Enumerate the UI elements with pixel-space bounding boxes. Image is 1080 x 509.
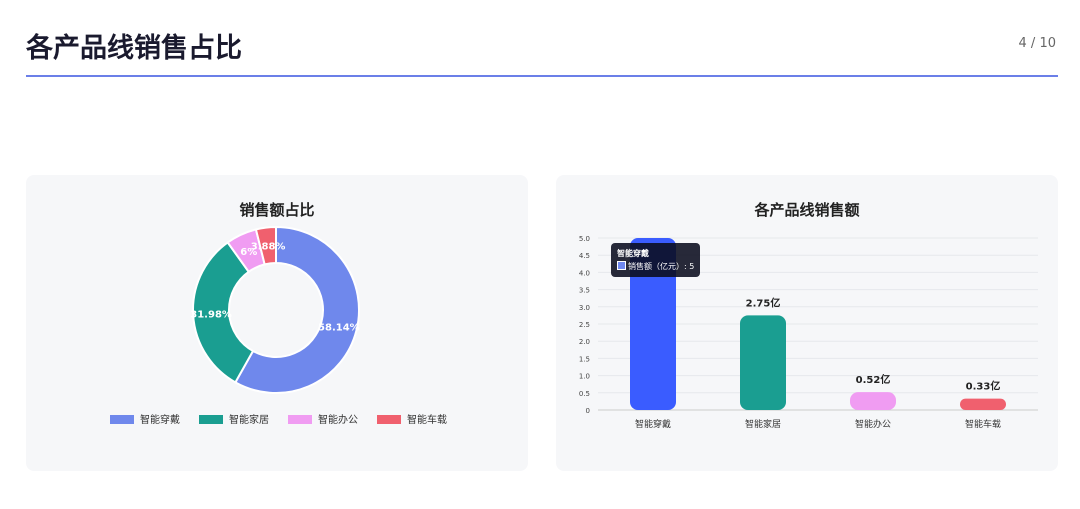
x-tick-label-0: 智能穿戴 [635,418,671,430]
y-tick-label: 1.5 [579,355,590,363]
legend-label-2[interactable]: 智能办公 [318,413,358,426]
x-tick-label-3: 智能车载 [965,418,1001,430]
bar-card: 各产品线销售额 0 0.5 1.0 1.5 2.0 2.5 3.0 3.5 4.0 4.5 5.0 智… [556,175,1058,471]
donut-slice-1[interactable] [192,241,255,384]
legend-label-1[interactable]: 智能家居 [229,413,269,426]
x-tick-label-2: 智能办公 [855,418,891,430]
y-tick-label: 4.5 [579,252,590,260]
legend-swatch-0[interactable] [110,415,134,424]
y-tick-label: 5.0 [579,235,590,243]
y-tick-label: 2.0 [579,338,590,346]
tooltip-swatch [617,261,626,270]
bar-1[interactable] [740,315,786,410]
bar-value-label-2: 0.52亿 [856,373,891,386]
donut-slice-3[interactable] [254,225,277,266]
y-tick-label: 3.5 [579,287,590,295]
tooltip-title: 智能穿戴 [617,249,649,258]
bar-value-label-1: 2.75亿 [746,296,781,309]
legend-swatch-3[interactable] [377,415,401,424]
bar-3[interactable] [960,398,1006,410]
title-divider [26,75,1058,77]
donut-label-1: 31.98% [190,310,232,321]
x-tick-label-1: 智能家居 [745,418,781,430]
donut-title: 销售额占比 [239,201,315,219]
y-tick-label: 0 [586,407,590,415]
y-tick-label: 0.5 [579,390,590,398]
y-tick-label: 2.5 [579,321,590,329]
donut-label-0: 58.14% [318,322,360,333]
bar-chart: 0 0.5 1.0 1.5 2.0 2.5 3.0 3.5 4.0 4.5 5.0 智能穿戴 2.75亿… [579,235,1038,430]
page-indicator: 4 / 10 [1018,36,1056,51]
donut-card: 销售额占比 58.14% 31.98% 6% 3.88% 智能穿戴 智能家居 智能办公 智能车… [26,175,528,471]
y-tick-label: 3.0 [579,304,590,312]
page-title: 各产品线销售占比 [26,33,242,64]
donut-label-3: 3.88% [251,241,286,252]
bar-value-label-3: 0.33亿 [966,380,1001,393]
y-tick-label: 1.0 [579,373,590,381]
tooltip-text: 销售额（亿元）: 5 [628,262,695,271]
legend-swatch-1[interactable] [199,415,223,424]
legend-label-0[interactable]: 智能穿戴 [140,413,180,426]
bar-title: 各产品线销售额 [754,201,860,219]
donut-chart: 58.14% 31.98% 6%3.88% 智能穿戴 智能家居 智能办公 智能车载 [110,225,447,426]
legend-label-3[interactable]: 智能车载 [407,413,447,426]
donut-label-2: 6% [240,247,257,258]
y-tick-label: 4.0 [579,269,590,277]
legend-swatch-2[interactable] [288,415,312,424]
tooltip: 智能穿戴 销售额（亿元）: 5 [611,243,701,277]
donut-slice-0[interactable] [234,225,360,394]
bar-0[interactable] [630,238,676,410]
bar-2[interactable] [850,392,896,410]
